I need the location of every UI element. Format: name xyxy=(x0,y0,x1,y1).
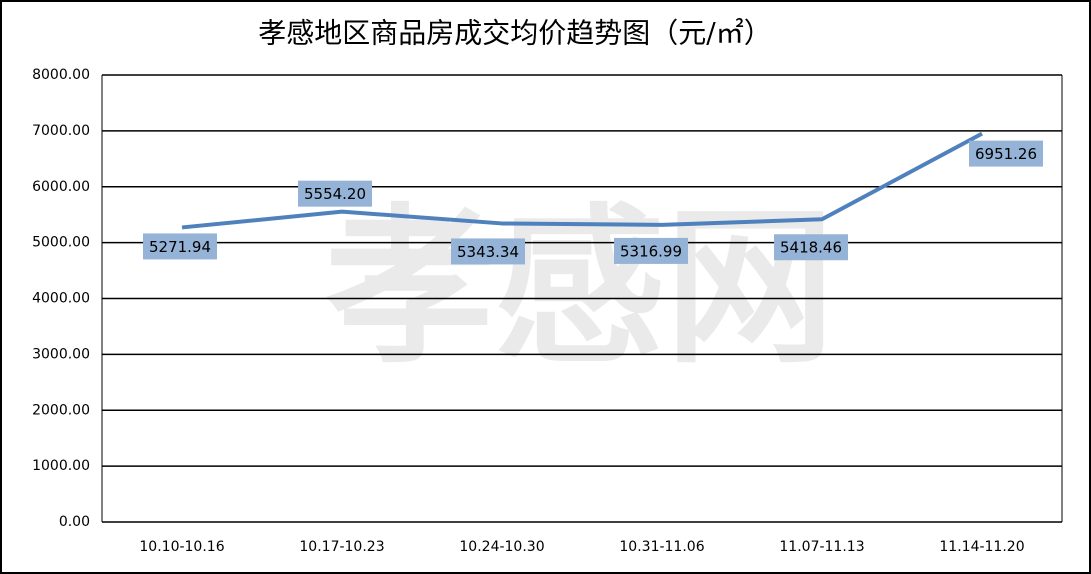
value-label: 5316.99 xyxy=(620,242,682,260)
y-tick-label: 6000.00 xyxy=(32,179,90,195)
y-tick-label: 7000.00 xyxy=(32,123,90,139)
watermark: 孝感网 xyxy=(325,189,835,387)
x-tick-label: 10.31-11.06 xyxy=(619,539,704,555)
value-label-box xyxy=(969,140,1043,167)
line xyxy=(181,131,983,230)
value-label: 5343.34 xyxy=(457,243,519,261)
x-tick-label: 10.24-10.30 xyxy=(459,539,544,555)
value-label: 5418.46 xyxy=(780,239,842,257)
x-tick-label: 11.14-11.20 xyxy=(939,539,1024,555)
value-label-box xyxy=(774,234,848,261)
y-tick-label: 8000.00 xyxy=(32,67,90,83)
y-tick-label: 0.00 xyxy=(59,514,90,530)
value-label-box xyxy=(451,238,525,265)
chart-title: 孝感地区商品房成交均价趋势图（元/㎡） xyxy=(258,17,771,50)
y-tick-label: 3000.00 xyxy=(32,346,90,362)
y-tick-label: 4000.00 xyxy=(32,291,90,307)
value-label: 5554.20 xyxy=(304,185,366,203)
value-label-box xyxy=(614,237,688,264)
value-label-box xyxy=(143,233,217,260)
y-tick-label: 1000.00 xyxy=(32,458,90,474)
value-label: 6951.26 xyxy=(975,145,1037,163)
value-label-box xyxy=(298,180,372,207)
value-label: 5271.94 xyxy=(149,238,211,256)
y-tick-label: 5000.00 xyxy=(32,235,90,251)
x-tick-label: 10.17-10.23 xyxy=(299,539,384,555)
x-tick-label: 11.07-11.13 xyxy=(779,539,864,555)
x-tick-label: 10.10-10.16 xyxy=(139,539,224,555)
y-tick-label: 2000.00 xyxy=(32,402,90,418)
